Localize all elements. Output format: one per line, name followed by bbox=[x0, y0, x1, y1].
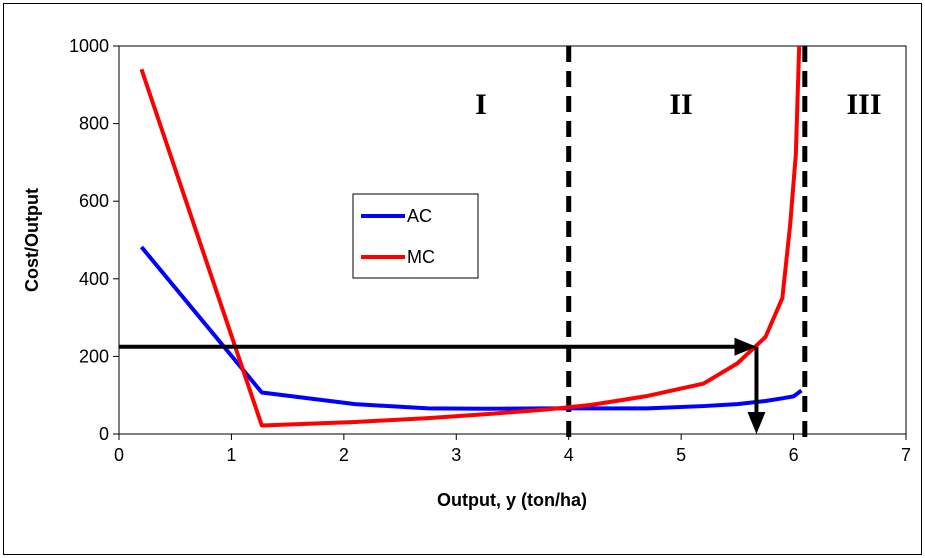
y-tick-label: 400 bbox=[79, 269, 109, 289]
y-axis-ticks: 0 200 400 600 800 1000 bbox=[69, 36, 119, 444]
region-label-1: I bbox=[475, 88, 487, 121]
x-tick-label: 6 bbox=[789, 445, 799, 465]
legend-ac-label: AC bbox=[407, 206, 432, 226]
cost-output-chart: 0 1 2 3 4 5 6 7 0 200 400 600 800 1000 I II III AC M… bbox=[22, 36, 911, 510]
region-label-2: II bbox=[669, 88, 692, 121]
x-axis-ticks: 0 1 2 3 4 5 6 7 bbox=[114, 434, 911, 465]
series-line-mc bbox=[139, 45, 802, 428]
x-tick-label: 4 bbox=[564, 445, 574, 465]
y-tick-label: 200 bbox=[79, 346, 109, 366]
x-axis-title: Output, y (ton/ha) bbox=[437, 490, 587, 510]
legend-mc-label: MC bbox=[407, 247, 435, 267]
arrow-head-down bbox=[747, 412, 766, 434]
annotation-arrows bbox=[119, 337, 766, 434]
x-tick-label: 7 bbox=[901, 445, 911, 465]
legend: AC MC bbox=[352, 193, 479, 279]
region-label-3: III bbox=[846, 88, 881, 121]
x-tick-label: 5 bbox=[676, 445, 686, 465]
dashed-region-dividers bbox=[566, 46, 808, 442]
y-axis-title: Cost/Output bbox=[22, 188, 42, 292]
y-tick-label: 0 bbox=[99, 424, 109, 444]
y-tick-label: 600 bbox=[79, 191, 109, 211]
y-tick-label: 800 bbox=[79, 114, 109, 134]
series-lines bbox=[139, 45, 803, 428]
legend-box bbox=[352, 193, 479, 279]
x-tick-label: 0 bbox=[114, 445, 124, 465]
arrow-head-right bbox=[734, 337, 757, 356]
y-tick-label: 1000 bbox=[69, 36, 109, 56]
series-line-ac bbox=[139, 245, 803, 411]
chart-frame: 0 1 2 3 4 5 6 7 0 200 400 600 800 1000 I II III AC M… bbox=[3, 3, 922, 555]
x-tick-label: 1 bbox=[226, 445, 236, 465]
x-tick-label: 2 bbox=[339, 445, 349, 465]
plot-area bbox=[118, 45, 907, 435]
x-tick-label: 3 bbox=[451, 445, 461, 465]
